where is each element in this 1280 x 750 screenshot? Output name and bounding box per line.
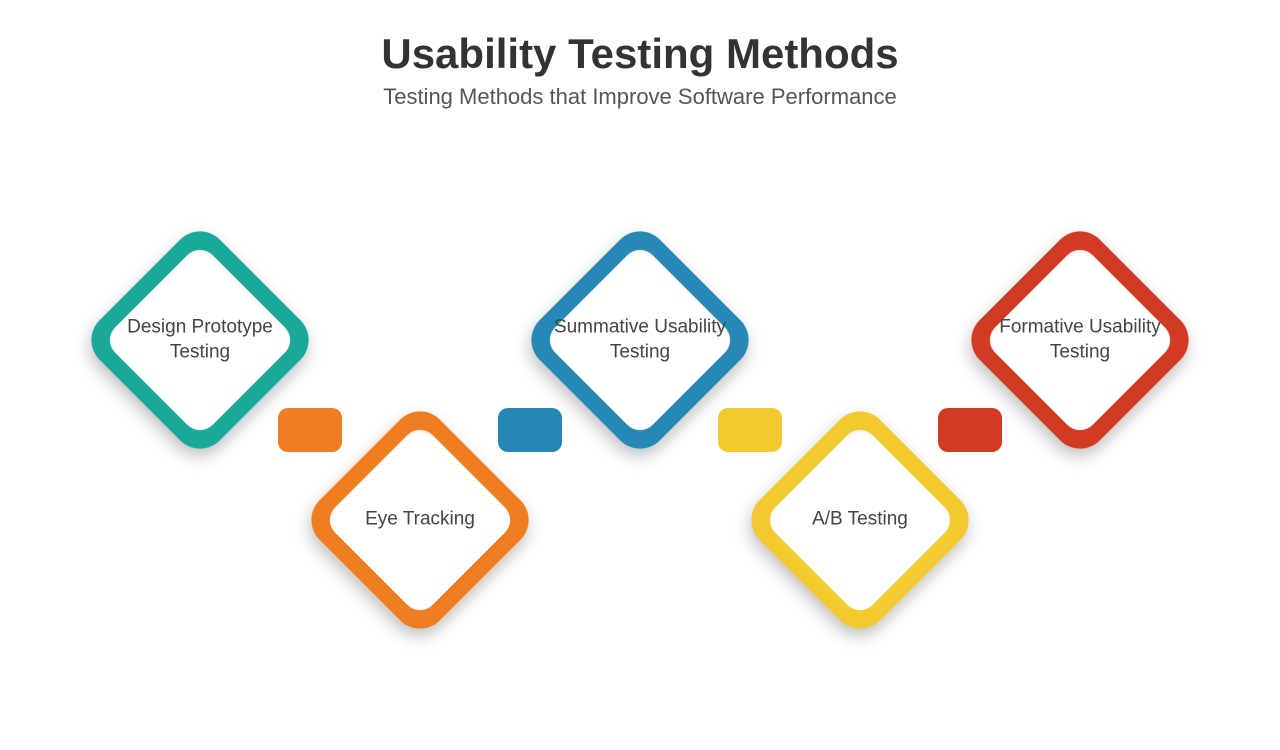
page-title: Usability Testing Methods — [0, 30, 1280, 78]
diamond-label: Formative Usability Testing — [980, 315, 1180, 364]
diamond-label: A/B Testing — [760, 508, 960, 533]
diamond-label: Summative Usability Testing — [540, 315, 740, 364]
diamond-label: Eye Tracking — [320, 508, 520, 533]
diamond-label: Design Prototype Testing — [100, 315, 300, 364]
connector — [718, 408, 782, 452]
page-subtitle: Testing Methods that Improve Software Pe… — [0, 84, 1280, 110]
connector — [938, 408, 1002, 452]
diagram-stage: Design Prototype Testing Eye Tracking Su… — [0, 190, 1280, 710]
connector — [498, 408, 562, 452]
connector — [278, 408, 342, 452]
